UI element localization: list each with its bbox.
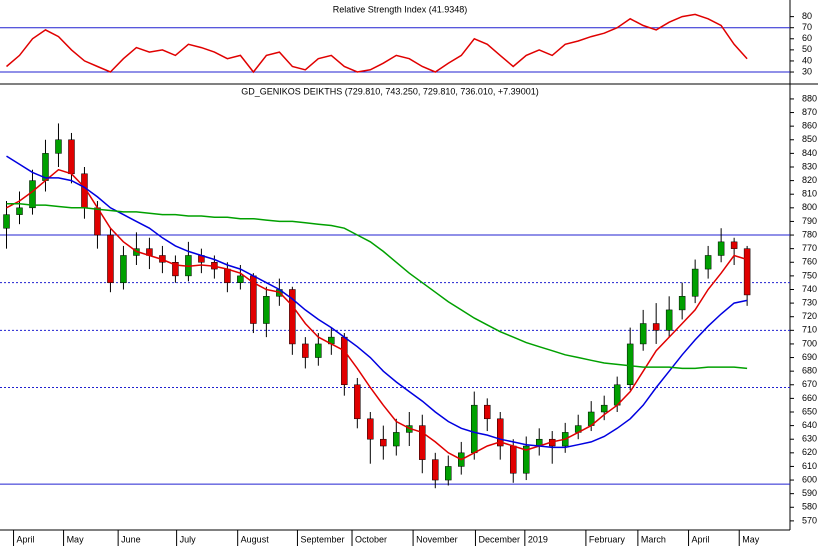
candle-body	[432, 459, 439, 481]
y-tick-label: 740	[802, 284, 817, 294]
y-tick-label: 770	[802, 243, 817, 253]
y-tick-label: 810	[802, 189, 817, 199]
price-title: GD_GENIKOS DEIKTHS (729.810, 743.250, 72…	[241, 86, 538, 96]
candle-body	[691, 268, 699, 297]
y-tick-label: 800	[802, 202, 817, 212]
y-tick-label: 790	[802, 216, 817, 226]
candle-body	[315, 343, 322, 358]
indicator-line	[6, 202, 748, 370]
y-tick-label: 860	[802, 121, 817, 131]
candle-body	[393, 432, 400, 447]
y-tick-label: 760	[802, 257, 817, 267]
candle-body	[289, 289, 296, 345]
candle-body	[652, 323, 660, 331]
candle-body	[522, 445, 530, 474]
y-tick-label: 80	[802, 11, 812, 21]
indicator-line	[6, 155, 748, 449]
y-tick-label: 870	[802, 107, 817, 117]
x-tick-label: March	[641, 534, 666, 544]
candle-body	[354, 384, 361, 420]
rsi-title: Relative Strength Index (41.9348)	[333, 4, 468, 14]
y-tick-label: 710	[802, 325, 817, 335]
candle-body	[419, 425, 426, 460]
y-tick-label: 700	[802, 338, 817, 348]
x-tick-label: April	[692, 534, 710, 544]
y-tick-label: 750	[802, 270, 817, 280]
y-tick-label: 630	[802, 434, 817, 444]
x-tick-label: August	[241, 534, 270, 544]
indicator-line	[6, 168, 748, 461]
candle-body	[600, 404, 608, 413]
candle-body	[224, 268, 231, 283]
candle-body	[626, 343, 634, 386]
x-tick-label: July	[180, 534, 197, 544]
x-tick-label: October	[355, 534, 387, 544]
y-tick-label: 660	[802, 393, 817, 403]
candle-body	[107, 234, 114, 283]
x-tick-label: November	[416, 534, 458, 544]
x-tick-label: September	[300, 534, 344, 544]
candle-body	[665, 309, 673, 331]
candle-body	[743, 248, 751, 296]
y-tick-label: 70	[802, 22, 812, 32]
candle-body	[68, 139, 75, 175]
candle-body	[55, 139, 62, 154]
candle-body	[16, 207, 23, 215]
y-tick-label: 680	[802, 366, 817, 376]
candle-body	[730, 241, 738, 249]
y-tick-label: 690	[802, 352, 817, 362]
y-tick-label: 620	[802, 447, 817, 457]
x-tick-label: May	[67, 534, 85, 544]
y-tick-label: 730	[802, 297, 817, 307]
candle-body	[29, 180, 36, 209]
y-tick-label: 830	[802, 161, 817, 171]
candle-body	[704, 255, 712, 270]
candle-body	[237, 275, 244, 283]
candle-body	[717, 241, 725, 256]
y-tick-label: 780	[802, 229, 817, 239]
y-tick-label: 850	[802, 134, 817, 144]
candle-body	[367, 418, 374, 440]
y-tick-label: 650	[802, 406, 817, 416]
candle-body	[341, 336, 348, 386]
y-tick-label: 570	[802, 515, 817, 525]
x-tick-label: April	[17, 534, 35, 544]
indicator-line	[6, 13, 748, 74]
x-tick-label: 2019	[528, 534, 548, 544]
y-tick-label: 30	[802, 66, 812, 76]
y-tick-label: 600	[802, 474, 817, 484]
x-tick-label: December	[478, 534, 520, 544]
candle-body	[484, 404, 491, 420]
candle-body	[471, 404, 478, 454]
candle-body	[509, 445, 517, 474]
y-tick-label: 670	[802, 379, 817, 389]
candle-body	[3, 214, 10, 229]
y-tick-label: 60	[802, 33, 812, 43]
y-tick-label: 590	[802, 488, 817, 498]
candle-body	[496, 418, 504, 447]
candle-body	[172, 262, 179, 277]
y-tick-label: 640	[802, 420, 817, 430]
x-tick-label: June	[121, 534, 141, 544]
candle-body	[678, 296, 686, 311]
x-tick-label: February	[589, 534, 626, 544]
y-tick-label: 880	[802, 93, 817, 103]
candle-body	[380, 438, 387, 447]
y-tick-label: 50	[802, 44, 812, 54]
candle-body	[263, 296, 270, 324]
candle-body	[302, 343, 309, 358]
x-tick-label: May	[742, 534, 760, 544]
y-tick-label: 820	[802, 175, 817, 185]
candle-body	[445, 466, 452, 481]
y-tick-label: 580	[802, 502, 817, 512]
candle-body	[639, 323, 647, 345]
y-tick-label: 840	[802, 148, 817, 158]
y-tick-label: 40	[802, 55, 812, 65]
y-tick-label: 610	[802, 461, 817, 471]
candle-body	[120, 255, 127, 283]
y-tick-label: 720	[802, 311, 817, 321]
